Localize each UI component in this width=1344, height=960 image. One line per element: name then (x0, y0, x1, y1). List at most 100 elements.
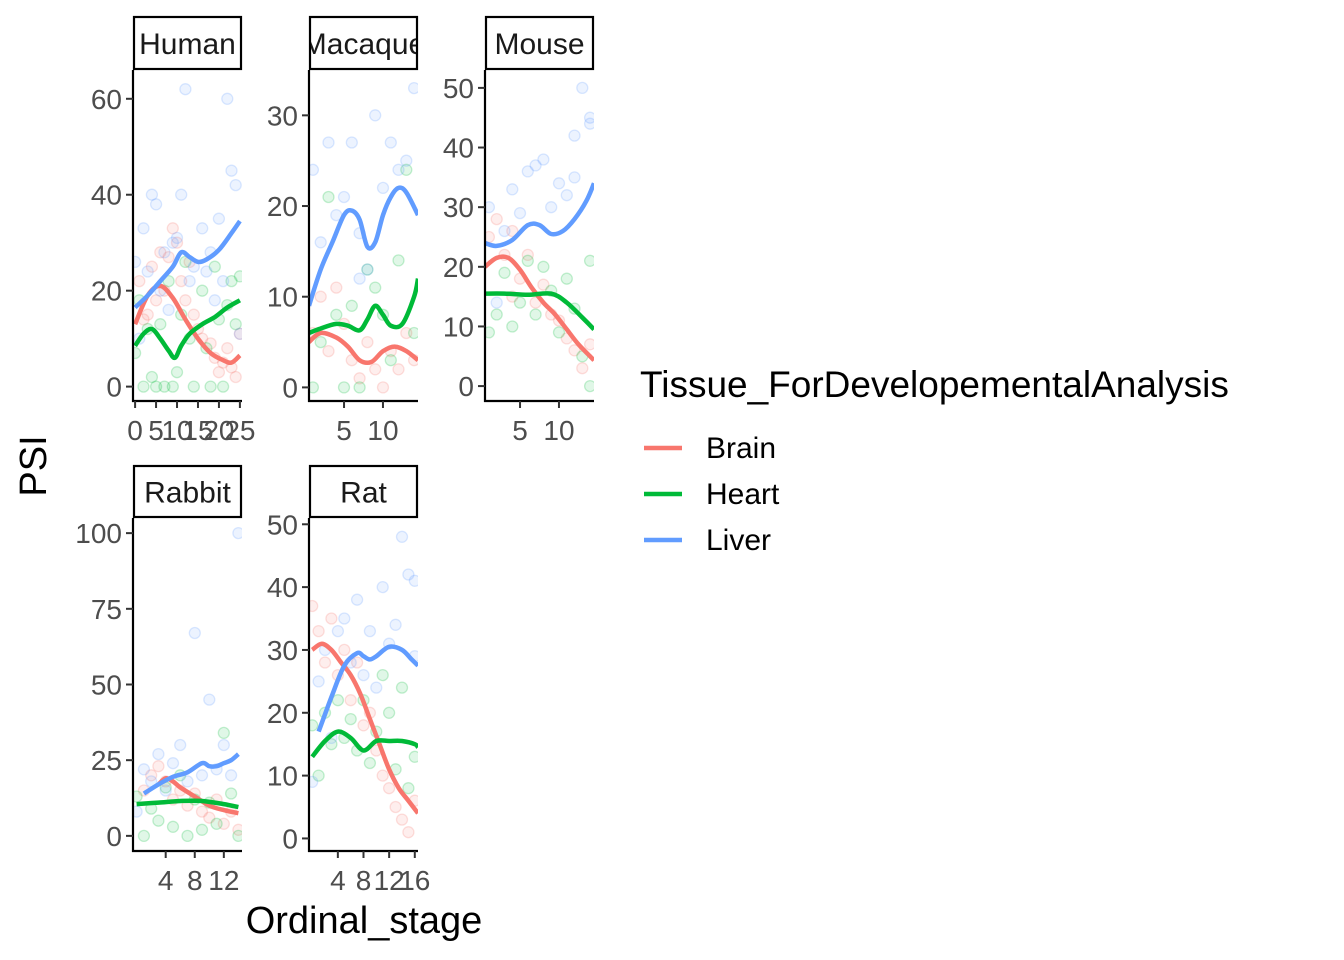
data-point-liver (181, 775, 194, 788)
data-point-brain (203, 811, 216, 824)
data-point-heart (400, 163, 413, 176)
data-point-brain (141, 308, 154, 321)
data-point-brain (233, 327, 242, 340)
y-tick-label: 30 (267, 635, 298, 666)
y-tick-label: 40 (443, 133, 474, 164)
data-point-heart (170, 366, 184, 379)
data-point-brain (506, 224, 519, 238)
data-point-liver (568, 171, 581, 184)
smooth-line-liver (316, 644, 418, 733)
facet-strip (308, 15, 419, 71)
data-point-heart (312, 769, 325, 782)
x-tick-label: 4 (158, 865, 174, 896)
x-tick-label: 25 (224, 415, 255, 446)
data-point-heart (232, 829, 242, 843)
data-point-liver (188, 626, 201, 640)
data-point-brain (221, 342, 234, 355)
data-point-brain (217, 817, 230, 830)
legend-title: Tissue_ForDevelopementalAnalysis (640, 364, 1229, 405)
y-tick-label: 60 (91, 84, 122, 115)
data-point-heart (158, 380, 171, 393)
x-tick-label: 10 (367, 415, 398, 446)
data-point-liver (162, 303, 175, 317)
data-point-liver (200, 265, 213, 278)
data-point-heart (154, 318, 167, 331)
data-point-liver (229, 178, 242, 192)
data-point-liver (145, 188, 159, 201)
points-layer (133, 83, 242, 393)
legend-label: Liver (706, 524, 771, 557)
legend-item-brain: Brain (644, 432, 776, 465)
y-tick-label: 20 (443, 252, 474, 283)
smooth-line-heart (485, 291, 594, 331)
facet-strip (132, 464, 243, 519)
data-point-liver (217, 738, 230, 752)
data-point-heart (208, 260, 221, 273)
data-point-heart (395, 681, 409, 694)
data-point-liver (158, 246, 171, 259)
smooth-line-brain (485, 254, 594, 362)
x-tick-label: 15 (182, 415, 213, 446)
data-point-brain (583, 338, 594, 351)
data-point-liver (141, 265, 154, 278)
data-point-brain (149, 294, 163, 307)
data-point-heart (149, 380, 163, 393)
data-point-brain (395, 813, 409, 826)
legend-label: Heart (706, 478, 780, 511)
data-point-brain (537, 278, 550, 291)
data-point-liver (363, 624, 377, 638)
data-point-heart (337, 381, 351, 394)
data-point-liver (400, 154, 413, 167)
data-point-brain (568, 344, 581, 357)
x-tick-label: 5 (336, 415, 352, 446)
y-tick-label: 10 (267, 761, 298, 792)
data-point-brain (350, 656, 364, 669)
data-point-brain (133, 274, 146, 288)
data-point-brain (330, 281, 343, 294)
smooth-lines (136, 752, 240, 816)
data-point-brain (344, 694, 357, 707)
smooth-line-heart (133, 298, 242, 361)
smooth-line-heart (136, 798, 239, 810)
y-tick-label: 20 (91, 276, 122, 307)
facet-strip-label: Mouse (494, 28, 584, 61)
data-point-liver (369, 109, 382, 122)
data-point-brain (338, 643, 351, 657)
y-tick-label: 50 (443, 73, 474, 104)
panel-macaque: Macaque 0 10 20 30 5 10 (267, 15, 419, 446)
data-point-heart (344, 712, 357, 726)
data-point-heart (407, 326, 418, 340)
data-point-brain (400, 326, 413, 340)
data-point-heart (204, 380, 217, 393)
data-point-heart (560, 272, 573, 285)
data-point-liver (174, 738, 187, 752)
data-point-heart (537, 260, 550, 273)
y-tick-label: 0 (458, 371, 474, 402)
data-point-heart (384, 354, 397, 367)
data-point-liver (521, 165, 534, 178)
x-tick-label: 8 (187, 865, 203, 896)
data-point-liver (402, 568, 415, 581)
x-tick-label: 4 (330, 865, 346, 896)
x-tick-label: 0 (127, 415, 143, 446)
data-point-heart (552, 326, 566, 339)
facet-strip (308, 464, 419, 519)
data-point-brain (187, 308, 200, 321)
data-point-heart (353, 381, 366, 394)
data-point-heart (376, 668, 389, 682)
y-tick-label: 0 (106, 372, 122, 403)
y-tick-label: 0 (282, 823, 298, 854)
data-point-heart (369, 281, 382, 294)
x-tick-label: 20 (203, 415, 234, 446)
legend: Tissue_ForDevelopementalAnalysis Brain He… (640, 364, 1229, 557)
data-point-heart (309, 381, 320, 394)
legend-item-heart: Heart (644, 478, 780, 511)
x-tick-label: 5 (512, 415, 528, 446)
data-point-heart (229, 318, 242, 331)
data-point-liver (152, 747, 165, 761)
data-point-heart (490, 308, 503, 321)
data-point-liver (392, 163, 405, 176)
data-point-heart (145, 370, 159, 384)
y-tick-label: 10 (267, 282, 298, 313)
